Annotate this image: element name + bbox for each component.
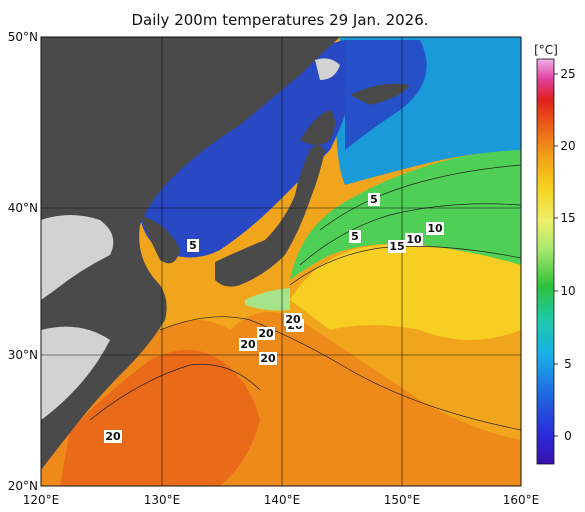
- lat-tick-30: 30°N: [8, 348, 38, 362]
- ocean-yellow-band: [290, 243, 521, 340]
- lat-axis: 50°N 40°N 30°N 20°N: [8, 30, 38, 493]
- svg-text:20: 20: [285, 313, 301, 326]
- land-shelf-yellow-sea: [41, 215, 114, 300]
- contour-labels: 5 5 5 10 10 15 20 20: [104, 193, 444, 443]
- isotherm-lines: [89, 164, 521, 431]
- map-plot-area: [41, 37, 521, 486]
- land-asia: [41, 37, 340, 470]
- contour-label-10-a: 10: [426, 222, 444, 235]
- colorbar-tick-20: 20: [560, 139, 575, 153]
- svg-text:20: 20: [258, 327, 274, 340]
- contour-label-20-e: 20: [104, 430, 122, 443]
- colorbar-ticks: [554, 73, 558, 437]
- ocean-hot-band: [60, 350, 260, 486]
- map-graticule: [41, 37, 521, 486]
- contour-label-20-a: 20: [257, 327, 275, 340]
- svg-text:10: 10: [427, 222, 443, 235]
- svg-text:5: 5: [351, 230, 359, 243]
- land-kurils: [350, 83, 410, 105]
- contour-label-5-a: 5: [368, 193, 380, 206]
- land-hokkaido: [300, 110, 335, 145]
- colorbar-tick-0: 0: [564, 429, 572, 443]
- svg-text:10: 10: [406, 233, 422, 246]
- land-korea: [140, 215, 180, 264]
- lon-tick-130: 130°E: [144, 493, 181, 507]
- contour-label-15: 15: [388, 240, 406, 253]
- colorbar-unit: [°C]: [534, 43, 558, 57]
- colorbar-tick-10: 10: [560, 284, 575, 298]
- ocean-lightgreen-patch: [245, 288, 290, 311]
- colorbar: [°C] 0 5 10 15 20 25: [534, 43, 576, 465]
- contour-label-20-f: 20: [284, 313, 302, 326]
- lon-tick-150: 150°E: [384, 493, 421, 507]
- lat-tick-20: 20°N: [8, 479, 38, 493]
- svg-text:5: 5: [189, 239, 197, 252]
- lat-tick-50: 50°N: [8, 30, 38, 44]
- svg-text:20: 20: [240, 338, 256, 351]
- map-title: Daily 200m temperatures 29 Jan. 2026.: [131, 11, 429, 29]
- land-shelf-east-china-sea: [41, 326, 110, 420]
- svg-text:20: 20: [105, 430, 121, 443]
- map-frame: [40, 36, 522, 487]
- contour-label-20-d: 20: [259, 352, 277, 365]
- ocean-green-band: [290, 150, 521, 280]
- svg-text:5: 5: [370, 193, 378, 206]
- land-shelf-sakhalin: [315, 58, 340, 80]
- contour-label-10-b: 10: [405, 233, 423, 246]
- colorbar-tick-25: 25: [560, 67, 575, 81]
- contour-label-5-b: 5: [187, 239, 199, 252]
- svg-text:15: 15: [389, 240, 404, 253]
- colorbar-tick-15: 15: [560, 211, 575, 225]
- lon-tick-140: 140°E: [264, 493, 301, 507]
- contour-label-5-c: 5: [349, 230, 361, 243]
- colorbar-tick-5: 5: [564, 357, 572, 371]
- colorbar-gradient: [536, 58, 555, 465]
- lat-tick-40: 40°N: [8, 201, 38, 215]
- lon-tick-160: 160°E: [503, 493, 540, 507]
- lon-tick-120: 120°E: [23, 493, 60, 507]
- svg-text:20: 20: [260, 352, 276, 365]
- contour-label-20-c: 20: [239, 338, 257, 351]
- lon-axis: 120°E 130°E 140°E 150°E 160°E: [23, 493, 540, 507]
- land-japan: [215, 145, 325, 287]
- ocean-cold-region: [140, 40, 360, 258]
